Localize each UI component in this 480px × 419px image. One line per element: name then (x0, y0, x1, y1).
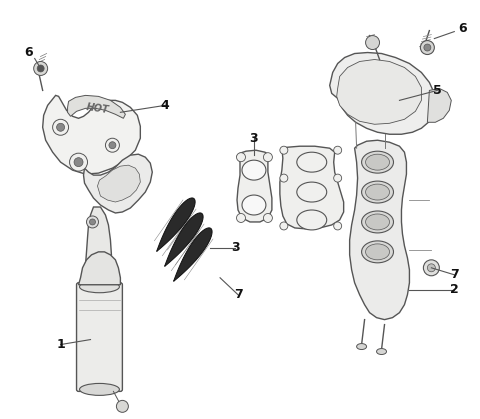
Ellipse shape (80, 281, 120, 293)
Text: 1: 1 (56, 338, 65, 351)
Circle shape (53, 119, 69, 135)
Circle shape (237, 214, 245, 222)
Circle shape (427, 264, 435, 272)
Circle shape (57, 123, 65, 131)
Polygon shape (97, 165, 140, 202)
Circle shape (280, 222, 288, 230)
Circle shape (334, 146, 342, 154)
Polygon shape (349, 140, 409, 320)
Circle shape (264, 214, 272, 222)
Text: 7: 7 (450, 268, 459, 281)
Polygon shape (280, 146, 344, 229)
Ellipse shape (361, 211, 394, 233)
Text: 5: 5 (433, 84, 442, 97)
FancyBboxPatch shape (76, 283, 122, 391)
Polygon shape (85, 207, 111, 285)
Circle shape (37, 65, 44, 72)
Circle shape (34, 62, 48, 75)
Circle shape (334, 174, 342, 182)
Circle shape (423, 260, 439, 276)
Text: 6: 6 (24, 46, 33, 59)
Text: 3: 3 (231, 241, 240, 254)
Text: 6: 6 (458, 22, 467, 35)
Polygon shape (165, 213, 203, 266)
Text: 2: 2 (450, 283, 459, 296)
Ellipse shape (361, 151, 394, 173)
Polygon shape (237, 150, 272, 222)
Text: HOT: HOT (85, 102, 109, 115)
Polygon shape (336, 59, 421, 124)
Polygon shape (84, 154, 152, 213)
Polygon shape (174, 228, 212, 281)
Circle shape (280, 146, 288, 154)
Ellipse shape (376, 349, 386, 354)
Circle shape (264, 153, 272, 162)
Polygon shape (156, 198, 195, 251)
Circle shape (334, 222, 342, 230)
Polygon shape (330, 52, 435, 134)
Polygon shape (427, 88, 451, 122)
Ellipse shape (297, 182, 327, 202)
Ellipse shape (297, 152, 327, 172)
Ellipse shape (242, 195, 266, 215)
Circle shape (237, 153, 245, 162)
Circle shape (86, 216, 98, 228)
Text: 3: 3 (250, 132, 258, 145)
Circle shape (420, 41, 434, 54)
Circle shape (117, 401, 128, 412)
Circle shape (366, 36, 380, 49)
Circle shape (74, 158, 83, 167)
Circle shape (89, 219, 96, 225)
Ellipse shape (366, 184, 389, 200)
Circle shape (280, 174, 288, 182)
Ellipse shape (357, 344, 367, 349)
Polygon shape (43, 96, 140, 174)
Circle shape (70, 153, 87, 171)
Circle shape (106, 138, 120, 152)
Ellipse shape (361, 241, 394, 263)
Circle shape (424, 44, 431, 51)
Ellipse shape (366, 214, 389, 230)
Ellipse shape (297, 210, 327, 230)
Polygon shape (68, 96, 125, 118)
Ellipse shape (366, 154, 389, 170)
Ellipse shape (80, 383, 120, 396)
Text: 4: 4 (161, 99, 169, 112)
Polygon shape (79, 252, 120, 285)
Ellipse shape (242, 160, 266, 180)
Ellipse shape (361, 181, 394, 203)
Circle shape (109, 142, 116, 149)
Ellipse shape (366, 244, 389, 260)
Text: 7: 7 (234, 288, 242, 301)
